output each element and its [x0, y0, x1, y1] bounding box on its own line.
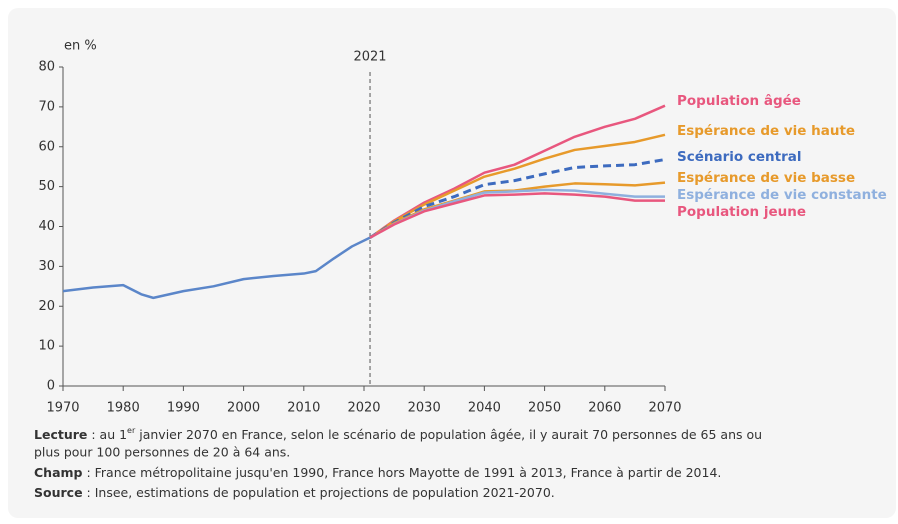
series-line	[369, 188, 665, 239]
note-text: plus pour 100 personnes de 20 à 64 ans.	[34, 445, 290, 460]
series-line	[369, 192, 665, 239]
y-axis-label: en %	[64, 39, 97, 54]
x-tick-label: 1980	[107, 401, 140, 416]
x-tick-label: 2060	[588, 401, 621, 416]
x-tick-label: 1990	[167, 401, 200, 416]
y-tick-label: 70	[38, 99, 55, 114]
series-label: Scénario central	[677, 149, 801, 165]
note-text: janvier 2070 en France, selon le scénari…	[135, 427, 762, 442]
series-label: Espérance de vie basse	[677, 170, 855, 186]
note: Lecture : au 1er janvier 2070 en France,…	[34, 426, 762, 442]
x-tick-label: 2040	[468, 401, 501, 416]
y-tick-label: 10	[38, 339, 55, 354]
note-text: : au 1	[87, 427, 127, 442]
x-tick-label: 2030	[408, 401, 441, 416]
note-sup: er	[127, 426, 136, 435]
series-line	[62, 236, 371, 300]
series-label: Espérance de vie haute	[677, 123, 855, 139]
x-tick-label: 2050	[528, 401, 561, 416]
y-tick-label: 40	[38, 219, 55, 234]
series-label: Population âgée	[677, 93, 801, 109]
note-text: : France métropolitaine jusqu'en 1990, F…	[82, 465, 721, 480]
x-tick-label: 1970	[46, 401, 79, 416]
x-tick-label: 2070	[648, 401, 681, 416]
y-tick-label: 20	[38, 299, 55, 314]
y-tick-label: 0	[47, 379, 55, 394]
series-label: Population jeune	[677, 204, 806, 220]
note: Source : Insee, estimations de populatio…	[34, 485, 555, 500]
note-text: : Insee, estimations de population et pr…	[83, 485, 555, 500]
note-label: Source	[34, 485, 83, 500]
note-label: Champ	[34, 465, 83, 480]
series-label: Espérance de vie constante	[677, 187, 887, 203]
y-tick-label: 60	[38, 139, 55, 154]
note-label: Lecture	[34, 427, 87, 442]
y-tick-label: 80	[38, 60, 55, 75]
series-line	[369, 104, 666, 239]
y-tick-label: 50	[38, 179, 55, 194]
card	[8, 8, 896, 518]
x-tick-label: 2000	[227, 401, 260, 416]
y-tick-label: 30	[38, 259, 55, 274]
note: Champ : France métropolitaine jusqu'en 1…	[34, 465, 721, 480]
annotation-label: 2021	[353, 50, 386, 65]
series-line	[369, 133, 666, 239]
series-line	[369, 158, 666, 239]
x-tick-label: 2020	[347, 401, 380, 416]
x-tick-label: 2010	[287, 401, 320, 416]
